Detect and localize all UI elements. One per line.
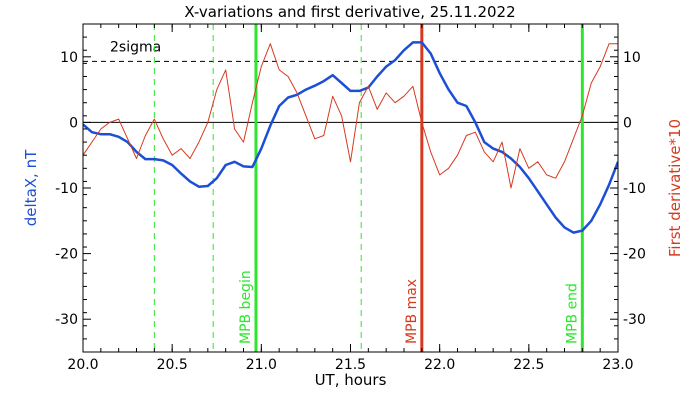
- y-axis-right-title: First derivative*10: [666, 119, 684, 257]
- y-tick-label-right: -10: [623, 181, 646, 197]
- plot-frame: [82, 23, 619, 353]
- marker-label-2: MPB begin: [238, 270, 254, 344]
- series-line-deltax: [83, 41, 618, 234]
- y-tick-label-right: 10: [623, 50, 641, 66]
- y-tick-label-left: -30: [55, 312, 78, 328]
- series-line-derivative: [83, 43, 618, 189]
- threshold-label: 2sigma: [110, 39, 161, 55]
- chart-title: X-variations and first derivative, 25.11…: [184, 3, 515, 21]
- y-tick-label-left: 10: [60, 50, 78, 66]
- plot-area: 2sigma MPB begin MPB max MPB end: [83, 24, 618, 352]
- y-tick-label-left: 0: [69, 115, 78, 131]
- x-tick-label: 21.5: [335, 357, 366, 373]
- x-tick-label: 21.0: [246, 357, 277, 373]
- y-tick-label-left: -10: [55, 181, 78, 197]
- y-tick-label-right: -30: [623, 312, 646, 328]
- x-tick-label: 22.0: [424, 357, 455, 373]
- y-tick-label-left: -20: [55, 247, 78, 263]
- axes: 20.0 20.5 21.0 21.5 22.0 22.5 23.0 10 10 0 0 -10 -10…: [55, 23, 646, 373]
- x-axis-title: UT, hours: [315, 371, 387, 389]
- x-tick-label: 20.5: [157, 357, 188, 373]
- y-tick-label-right: 0: [623, 115, 632, 131]
- marker-label-4: MPB max: [404, 279, 420, 344]
- y-axis-left-title: deltaX, nT: [22, 149, 40, 226]
- y-tick-label-right: -20: [623, 247, 646, 263]
- x-tick-label: 23.0: [602, 357, 633, 373]
- x-tick-label: 20.0: [67, 357, 98, 373]
- x-tick-label: 22.5: [513, 357, 544, 373]
- marker-label-5: MPB end: [564, 283, 580, 344]
